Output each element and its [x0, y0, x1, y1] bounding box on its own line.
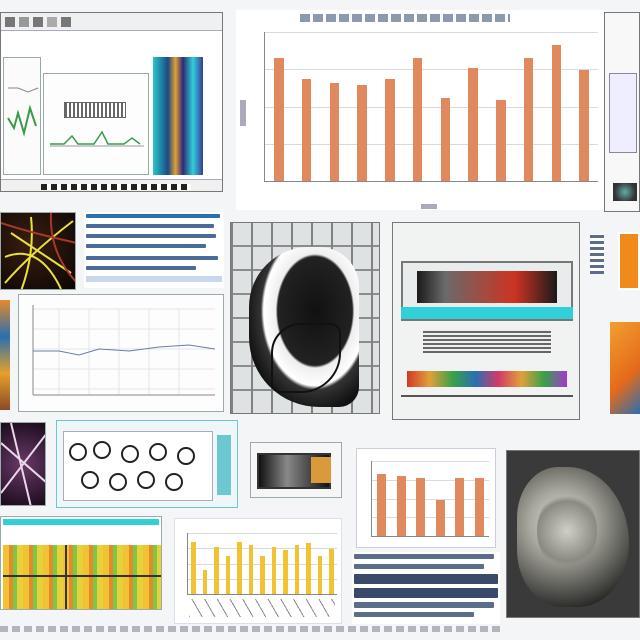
spectrum-panel	[0, 516, 162, 610]
gridline	[372, 517, 489, 519]
gridline	[265, 69, 598, 71]
bar-mark	[329, 83, 340, 181]
legend-box	[64, 102, 126, 118]
bar-mark	[214, 546, 219, 594]
bar-mark	[474, 477, 484, 536]
text-block-row2	[84, 212, 224, 288]
bar-mark	[440, 98, 451, 181]
bar-mark	[294, 545, 300, 594]
cyan-band	[401, 307, 573, 319]
toolbar-icon[interactable]	[19, 17, 29, 27]
bar-mark	[455, 477, 465, 536]
vein-image	[0, 212, 76, 290]
bar-mark	[468, 68, 478, 181]
window-display	[417, 271, 557, 303]
coral-photo	[506, 450, 640, 618]
bar-mark	[260, 555, 265, 594]
bar-mark	[271, 546, 277, 594]
side-color-strip	[0, 300, 10, 410]
center-chart-pane	[43, 73, 149, 175]
bar-mark	[283, 550, 288, 594]
circle-node	[165, 473, 183, 491]
bar-mark	[202, 569, 208, 594]
bar-mark	[225, 555, 231, 594]
toolbar-icon[interactable]	[5, 17, 15, 27]
gridline	[265, 106, 598, 108]
bar-mark	[496, 100, 506, 181]
bar-mark	[416, 477, 426, 536]
bar-mark	[191, 541, 197, 594]
bar-chart-yellow	[174, 518, 342, 624]
gridline	[188, 548, 337, 550]
text-block-bottom	[352, 552, 500, 624]
bar-chart-top	[236, 10, 606, 210]
circle-node	[177, 447, 195, 465]
plot-area-yellow	[187, 533, 337, 595]
x-axis-label-blur	[421, 204, 437, 209]
bar-mark	[306, 543, 311, 594]
line-chart-svg	[32, 305, 216, 396]
plot-area-small	[371, 461, 489, 537]
left-chart-pane	[3, 57, 41, 175]
y-axis-label-blur	[240, 100, 246, 126]
circle-node	[121, 445, 139, 463]
bar-mark	[301, 78, 312, 181]
colorful-image-pane	[153, 57, 203, 175]
bar-mark	[317, 555, 323, 594]
bar-mark	[523, 57, 534, 181]
circle-node	[137, 471, 155, 489]
status-strip	[1, 179, 222, 191]
toolbar-icon[interactable]	[61, 17, 71, 27]
bar-chart-small	[356, 448, 496, 548]
text-fragment-right	[590, 234, 604, 274]
machine-photo	[392, 222, 580, 420]
bar-mark	[396, 476, 406, 536]
gridline	[372, 498, 489, 500]
software-window-panel	[0, 12, 223, 192]
vent-grille	[423, 329, 551, 353]
toolbar-icon[interactable]	[47, 17, 57, 27]
bar-mark	[579, 70, 589, 181]
spectrum-grid	[3, 545, 161, 609]
gridline	[372, 461, 489, 462]
bar-mark	[551, 44, 562, 181]
toolbar-icon[interactable]	[33, 17, 43, 27]
gridline	[265, 32, 598, 33]
gridline	[188, 533, 337, 534]
line-chart-mid	[18, 294, 224, 412]
gridline	[265, 143, 598, 145]
color-tray	[407, 371, 567, 387]
monitor-image	[604, 12, 640, 212]
gridline	[372, 479, 489, 481]
circle-node	[109, 473, 127, 491]
circle-node	[69, 443, 87, 461]
texture-image	[0, 422, 46, 506]
circle-node	[81, 471, 99, 489]
orange-figure	[610, 322, 640, 414]
bar-mark	[377, 474, 387, 536]
bar-mark	[385, 78, 395, 181]
bar-mark	[435, 500, 445, 536]
bar-mark	[237, 541, 242, 594]
window-toolbar	[1, 13, 222, 31]
circle-node	[149, 443, 167, 461]
orange-swatch	[618, 232, 640, 290]
trace-plot	[50, 130, 144, 147]
chart-title-blur	[300, 14, 510, 22]
bar-mark	[412, 57, 423, 181]
bar-mark	[328, 548, 334, 594]
plot-area	[264, 32, 598, 182]
circle-diagram	[56, 420, 238, 508]
sparkline	[7, 87, 39, 137]
bar-mark	[248, 545, 254, 594]
bottom-caption-strip	[0, 626, 500, 632]
bar-mark	[357, 85, 367, 181]
rotated-tick-labels	[189, 599, 335, 617]
bar-mark	[274, 57, 284, 181]
device-photo	[250, 442, 342, 498]
monitor-icon	[609, 73, 637, 153]
building-photo	[230, 222, 380, 414]
circle-node	[93, 441, 111, 459]
